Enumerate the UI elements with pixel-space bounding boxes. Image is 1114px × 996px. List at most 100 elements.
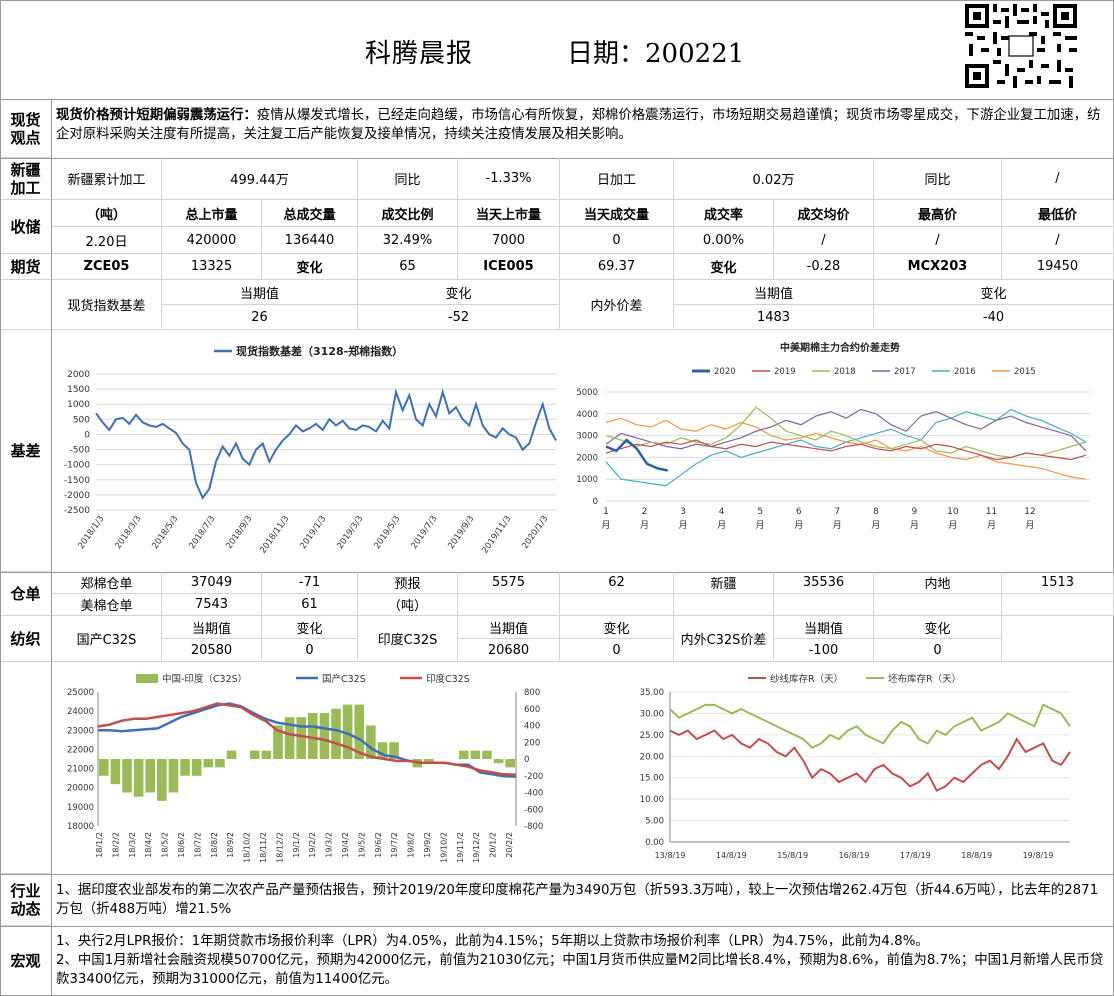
spread-series-2020: [605, 438, 668, 472]
c32s-ytick-left: 21000: [67, 765, 94, 775]
c32s-ytick-right: 0: [524, 755, 529, 765]
c32s-xtick-label: 18/9/2: [226, 832, 235, 858]
inv-ytick-label: 0.00: [645, 838, 664, 848]
spread-cur-value: 1483: [674, 305, 874, 330]
spread-legend-label: 2018: [834, 367, 856, 377]
reserve-header-6: 成交率: [674, 200, 774, 227]
c32s-ytick-left: 20000: [67, 784, 94, 794]
inv-legend-label-fabric: 坯布库存R（天）: [888, 673, 961, 685]
basis-ytick-label: -1500: [64, 476, 90, 486]
basis-xtick-label: 2019/11/3: [480, 514, 513, 555]
c32s-ytick-left: 24000: [67, 707, 94, 717]
c32s-xtick-label: 19/7/2: [390, 832, 399, 858]
spread-xtick-month-num: 8: [873, 507, 879, 517]
warehouse-row2-cell-2: 61: [262, 594, 358, 616]
reserve-header-4: 当天上市量: [458, 200, 560, 227]
c32s-india-line: [97, 702, 517, 776]
c32s-xtick-label: 19/2/2: [308, 832, 317, 858]
futures-cell-0: ZCE05: [52, 254, 162, 280]
spread-series-2018: [605, 406, 1087, 459]
spread-xtick-month-num: 11: [986, 507, 997, 517]
spread-legend-label: 2016: [954, 367, 976, 377]
basis-ytick-label: 1500: [67, 385, 90, 395]
warehouse-row2-empty-6: [674, 594, 774, 616]
c32s-ytick-right: -400: [524, 789, 543, 799]
c32s-xtick-label: 20/1/2: [489, 832, 498, 858]
c32s-diff-bar: [261, 750, 272, 759]
reserve-header-9: 最低价: [1002, 200, 1114, 227]
warehouse-row1-cell-9: 1513: [1002, 572, 1114, 594]
spread-ytick-label: 0: [593, 497, 598, 507]
c32s-ytick-right: -600: [524, 805, 543, 815]
spread-xtick-month-unit: 月: [987, 520, 996, 531]
reserve-header-2: 总成交量: [262, 200, 358, 227]
c32s-ytick-right: -800: [524, 822, 543, 832]
c32s-spread-chg-label: 变化: [874, 616, 1002, 639]
spread-legend-label: 2019: [774, 367, 796, 377]
xj-yoy-value: -1.33%: [458, 158, 560, 200]
basis-ytick-label: -2500: [64, 506, 90, 516]
domestic-chg-label: 变化: [262, 616, 358, 639]
spread-chart-title: 中美期棉主力合约价差走势: [780, 341, 900, 354]
inv-xtick-label: 19/8/19: [1023, 851, 1054, 860]
c32s-xtick-label: 18/12/2: [275, 832, 284, 863]
inv-ytick-label: 30.00: [640, 709, 664, 719]
c32s-ytick-right: 400: [524, 722, 540, 732]
c32s-xtick-label: 18/6/2: [177, 832, 186, 858]
c32s-diff-bar: [203, 759, 214, 768]
spread-ytick-label: 2000: [576, 453, 598, 463]
spread-xtick-month-unit: 月: [948, 520, 957, 531]
c32s-diff-bar: [180, 759, 190, 776]
macro-text: 1、央行2月LPR报价：1年期贷款市场报价利率（LPR）为4.05%，此前为4.…: [52, 932, 1112, 989]
spread-cur-label: 当期值: [674, 280, 874, 305]
spread-xtick-month-unit: 月: [1025, 520, 1034, 531]
reserve-header-3: 成交比例: [358, 200, 458, 227]
basis-cur-value: 26: [162, 305, 358, 330]
c32s-diff-bar: [273, 725, 283, 759]
reserve-cell-7: /: [774, 227, 874, 254]
domestic-cur-label: 当期值: [162, 616, 262, 639]
futures-cell-1: 13325: [162, 254, 262, 280]
c32s-xtick-label: 18/2/2: [111, 832, 120, 858]
inv-ytick-label: 20.00: [640, 752, 664, 762]
c32s-xtick-label: 18/10/2: [243, 832, 252, 863]
spread-xtick-month-num: 3: [680, 507, 686, 517]
basis-index-label: 现货指数基差: [52, 280, 162, 330]
spread-legend-label: 2017: [894, 367, 916, 377]
c32s-xtick-label: 19/3/2: [325, 832, 334, 858]
india-cur-label: 当期值: [458, 616, 560, 639]
c32s-xtick-label: 18/5/2: [161, 832, 170, 858]
c32s-ytick-left: 18000: [67, 822, 94, 832]
c32s-ytick-right: -200: [524, 772, 543, 782]
c32s-spread-label: 内外C32S价差: [674, 616, 774, 662]
basis-xtick-label: 2019/1/3: [298, 514, 328, 551]
c32s-diff-bar: [284, 717, 295, 759]
inv-xtick-label: 17/8/19: [900, 851, 931, 860]
c32s-diff-bar: [366, 725, 376, 759]
warehouse-label: 仓单: [0, 572, 52, 616]
basis-line-chart: 现货指数基差（3128-郑棉指数） 2000 1500 1000 500 0 -500 -10…: [64, 344, 557, 555]
c32s-xtick-label: 19/12/2: [472, 832, 481, 863]
basis-xtick-label: 2019/5/3: [372, 514, 402, 551]
c32s-legend-label-domestic: 国产C32S: [322, 673, 366, 685]
c32s-xtick-label: 19/11/2: [456, 832, 465, 863]
xj-daily-value: 0.02万: [674, 158, 874, 200]
basis-ytick-label: 500: [73, 415, 90, 425]
xj-daily-label: 日加工: [560, 158, 674, 200]
spinning-label: 纺织: [0, 616, 52, 662]
reserve-cell-0: 2.20日: [52, 227, 162, 254]
inv-yarn-line: [669, 729, 1071, 792]
warehouse-row2-cell-0: 美棉仓单: [52, 594, 162, 616]
spread-legend-label: 2020: [714, 367, 736, 377]
spot-view-text: 现货价格预计短期偏弱震荡运行：疫情从爆发式增长，已经走向趋缓，市场信心有所恢复，…: [56, 108, 1101, 142]
reserve-cell-4: 7000: [458, 227, 560, 254]
reserve-cell-8: /: [874, 227, 1002, 254]
inv-ytick-label: 15.00: [640, 774, 664, 784]
reserve-header-0: （吨）: [52, 200, 162, 227]
reserve-cell-3: 32.49%: [358, 227, 458, 254]
futures-cell-4: ICE005: [458, 254, 560, 280]
c32s-diff-bar: [157, 759, 167, 801]
domestic-cur-value: 20580: [162, 639, 262, 662]
